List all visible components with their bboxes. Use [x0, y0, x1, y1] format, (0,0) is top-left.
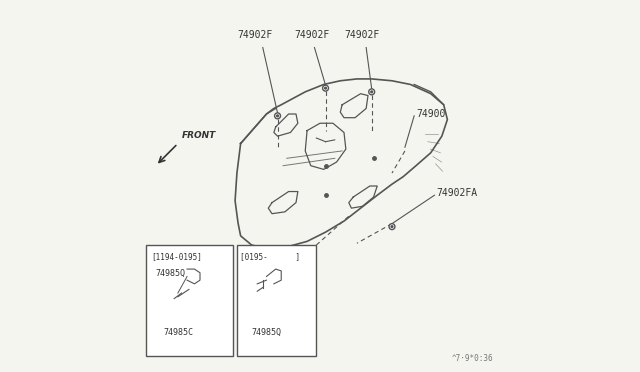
Text: [0195-      ]: [0195- ]: [239, 253, 300, 262]
Bar: [237, 245, 316, 356]
Text: 74902F: 74902F: [294, 30, 329, 40]
Text: 74902FA: 74902FA: [436, 188, 477, 198]
Text: 74985Q: 74985Q: [156, 269, 186, 278]
Text: 74985C: 74985C: [163, 328, 193, 337]
Text: 74985Q: 74985Q: [252, 328, 282, 337]
Text: [1194-0195]: [1194-0195]: [151, 253, 202, 262]
Circle shape: [275, 113, 280, 119]
Circle shape: [389, 224, 395, 230]
Text: 74902F: 74902F: [345, 30, 380, 40]
Text: 74900: 74900: [416, 109, 445, 119]
Circle shape: [323, 85, 328, 91]
Text: 74902F: 74902F: [238, 30, 273, 40]
Text: ^7·9*0:36: ^7·9*0:36: [452, 354, 493, 363]
Circle shape: [276, 115, 278, 117]
Text: FRONT: FRONT: [182, 131, 216, 140]
Circle shape: [371, 91, 372, 93]
Circle shape: [369, 89, 374, 95]
Circle shape: [324, 87, 326, 89]
Bar: [147, 245, 233, 356]
Circle shape: [391, 226, 393, 228]
